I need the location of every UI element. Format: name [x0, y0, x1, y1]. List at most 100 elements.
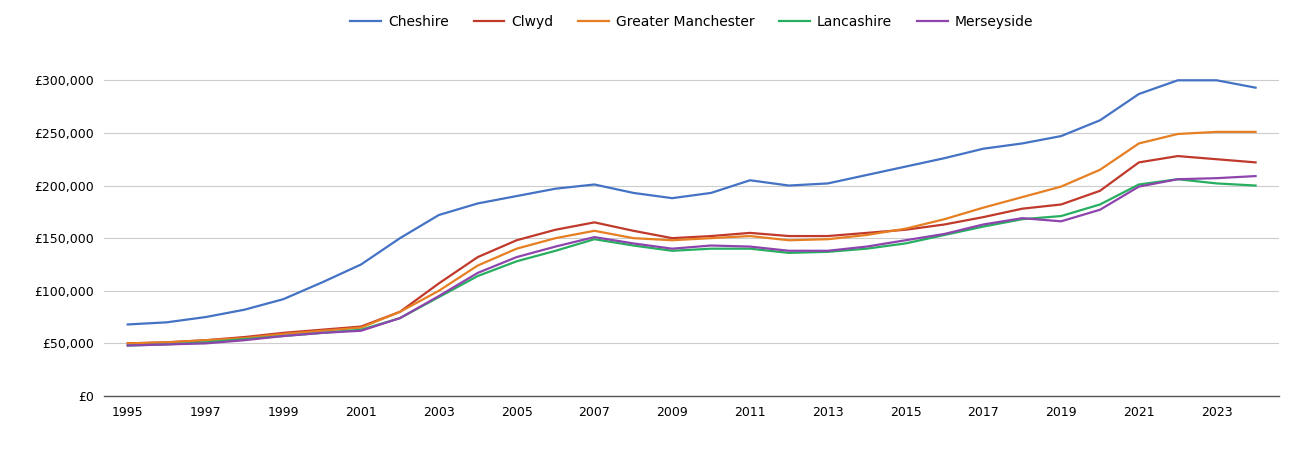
Lancashire [236, 337, 252, 342]
Greater Manchester [354, 325, 369, 330]
Greater Manchester [1248, 129, 1263, 135]
Clwyd [392, 309, 407, 315]
Cheshire [236, 307, 252, 312]
Cheshire [1208, 77, 1224, 83]
Lancashire [586, 237, 602, 242]
Cheshire [743, 178, 758, 183]
Greater Manchester [820, 237, 835, 242]
Greater Manchester [470, 263, 485, 268]
Greater Manchester [703, 235, 719, 241]
Lancashire [743, 246, 758, 252]
Merseyside [1014, 216, 1030, 221]
Cheshire [859, 172, 874, 178]
Merseyside [392, 315, 407, 321]
Clwyd [275, 330, 291, 336]
Greater Manchester [275, 331, 291, 337]
Lancashire [976, 224, 992, 230]
Lancashire [315, 330, 330, 336]
Lancashire [898, 241, 913, 246]
Merseyside [1171, 176, 1186, 182]
Cheshire [159, 320, 175, 325]
Greater Manchester [159, 340, 175, 345]
Line: Clwyd: Clwyd [128, 156, 1255, 343]
Merseyside [743, 244, 758, 249]
Clwyd [354, 324, 369, 329]
Merseyside [431, 293, 446, 299]
Merseyside [898, 238, 913, 243]
Clwyd [859, 230, 874, 236]
Merseyside [859, 244, 874, 249]
Lancashire [470, 273, 485, 279]
Clwyd [586, 220, 602, 225]
Cheshire [820, 181, 835, 186]
Greater Manchester [898, 226, 913, 231]
Lancashire [625, 243, 641, 248]
Lancashire [1131, 182, 1147, 187]
Clwyd [470, 254, 485, 260]
Lancashire [664, 248, 680, 253]
Lancashire [782, 250, 797, 256]
Lancashire [275, 333, 291, 339]
Greater Manchester [1208, 129, 1224, 135]
Greater Manchester [1014, 194, 1030, 200]
Lancashire [392, 315, 407, 321]
Clwyd [976, 214, 992, 220]
Clwyd [159, 340, 175, 345]
Greater Manchester [431, 288, 446, 293]
Merseyside [937, 231, 953, 237]
Cheshire [625, 190, 641, 196]
Cheshire [586, 182, 602, 187]
Clwyd [431, 281, 446, 286]
Merseyside [315, 330, 330, 336]
Cheshire [1092, 117, 1108, 123]
Lancashire [703, 246, 719, 252]
Merseyside [548, 244, 564, 249]
Line: Merseyside: Merseyside [128, 176, 1255, 346]
Cheshire [782, 183, 797, 188]
Clwyd [1131, 160, 1147, 165]
Merseyside [354, 328, 369, 333]
Lancashire [548, 248, 564, 253]
Merseyside [275, 333, 291, 339]
Line: Lancashire: Lancashire [128, 179, 1255, 346]
Cheshire [354, 262, 369, 267]
Lancashire [159, 342, 175, 347]
Clwyd [1248, 160, 1263, 165]
Lancashire [1171, 176, 1186, 182]
Merseyside [703, 243, 719, 248]
Clwyd [1014, 206, 1030, 211]
Merseyside [782, 248, 797, 253]
Lancashire [1053, 213, 1069, 219]
Merseyside [625, 241, 641, 246]
Merseyside [820, 248, 835, 253]
Greater Manchester [1171, 131, 1186, 137]
Lancashire [1014, 216, 1030, 222]
Lancashire [509, 259, 525, 264]
Merseyside [976, 222, 992, 227]
Lancashire [1092, 202, 1108, 207]
Lancashire [859, 246, 874, 252]
Cheshire [937, 156, 953, 161]
Greater Manchester [625, 235, 641, 241]
Cheshire [1131, 91, 1147, 97]
Clwyd [703, 234, 719, 239]
Clwyd [1053, 202, 1069, 207]
Cheshire [197, 315, 213, 320]
Greater Manchester [743, 234, 758, 239]
Greater Manchester [586, 228, 602, 234]
Greater Manchester [976, 205, 992, 210]
Merseyside [1248, 173, 1263, 179]
Cheshire [1053, 133, 1069, 139]
Clwyd [509, 238, 525, 243]
Clwyd [236, 334, 252, 340]
Cheshire [664, 195, 680, 201]
Cheshire [548, 186, 564, 191]
Greater Manchester [236, 335, 252, 341]
Clwyd [898, 227, 913, 233]
Greater Manchester [315, 328, 330, 333]
Lancashire [937, 232, 953, 238]
Greater Manchester [1092, 167, 1108, 172]
Cheshire [120, 322, 136, 327]
Cheshire [275, 297, 291, 302]
Line: Greater Manchester: Greater Manchester [128, 132, 1255, 343]
